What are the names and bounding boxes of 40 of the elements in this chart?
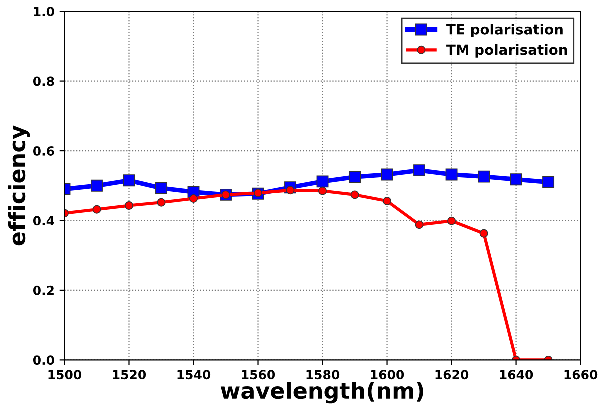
x-tick-label: 1540 xyxy=(178,370,211,380)
point xyxy=(414,164,426,177)
x-tick-label: 1600 xyxy=(371,370,404,380)
point xyxy=(415,220,424,230)
point xyxy=(383,196,392,206)
point xyxy=(542,176,555,188)
point xyxy=(91,180,103,192)
y-tick-label: 1.0 xyxy=(34,7,54,17)
point xyxy=(157,198,166,207)
point xyxy=(123,174,136,187)
y-tick-label: 0.8 xyxy=(33,76,54,86)
x-tick-label: 1640 xyxy=(500,370,534,380)
point xyxy=(446,168,458,181)
point xyxy=(190,194,198,204)
y-tick-label: 0.0 xyxy=(33,356,54,366)
point xyxy=(478,170,490,183)
point xyxy=(92,205,102,214)
x-axis-title: wavelength(nm) xyxy=(220,382,424,404)
x-tick-label: 1580 xyxy=(306,370,340,380)
x-tick-label: 1500 xyxy=(48,370,82,380)
point xyxy=(381,168,394,181)
x-tick-label: 1660 xyxy=(564,370,598,380)
y-tick-label: 0.2 xyxy=(33,286,54,296)
x-tick-label: 1560 xyxy=(242,370,276,380)
point xyxy=(448,216,456,226)
x-tick-label: 1520 xyxy=(113,370,146,380)
point xyxy=(125,202,134,210)
y-axis-title: efficiency xyxy=(8,126,30,246)
point xyxy=(350,190,360,200)
legend-label: TM polarisation xyxy=(446,44,568,58)
point xyxy=(349,171,361,184)
point xyxy=(480,229,488,238)
point xyxy=(316,176,329,188)
point xyxy=(510,174,522,186)
y-tick-label: 0.4 xyxy=(33,216,54,226)
legend-label: TE polarisation xyxy=(446,24,563,38)
point xyxy=(156,182,168,194)
x-tick-label: 1620 xyxy=(436,370,469,380)
y-tick-label: 0.6 xyxy=(33,146,54,156)
point xyxy=(318,186,328,196)
